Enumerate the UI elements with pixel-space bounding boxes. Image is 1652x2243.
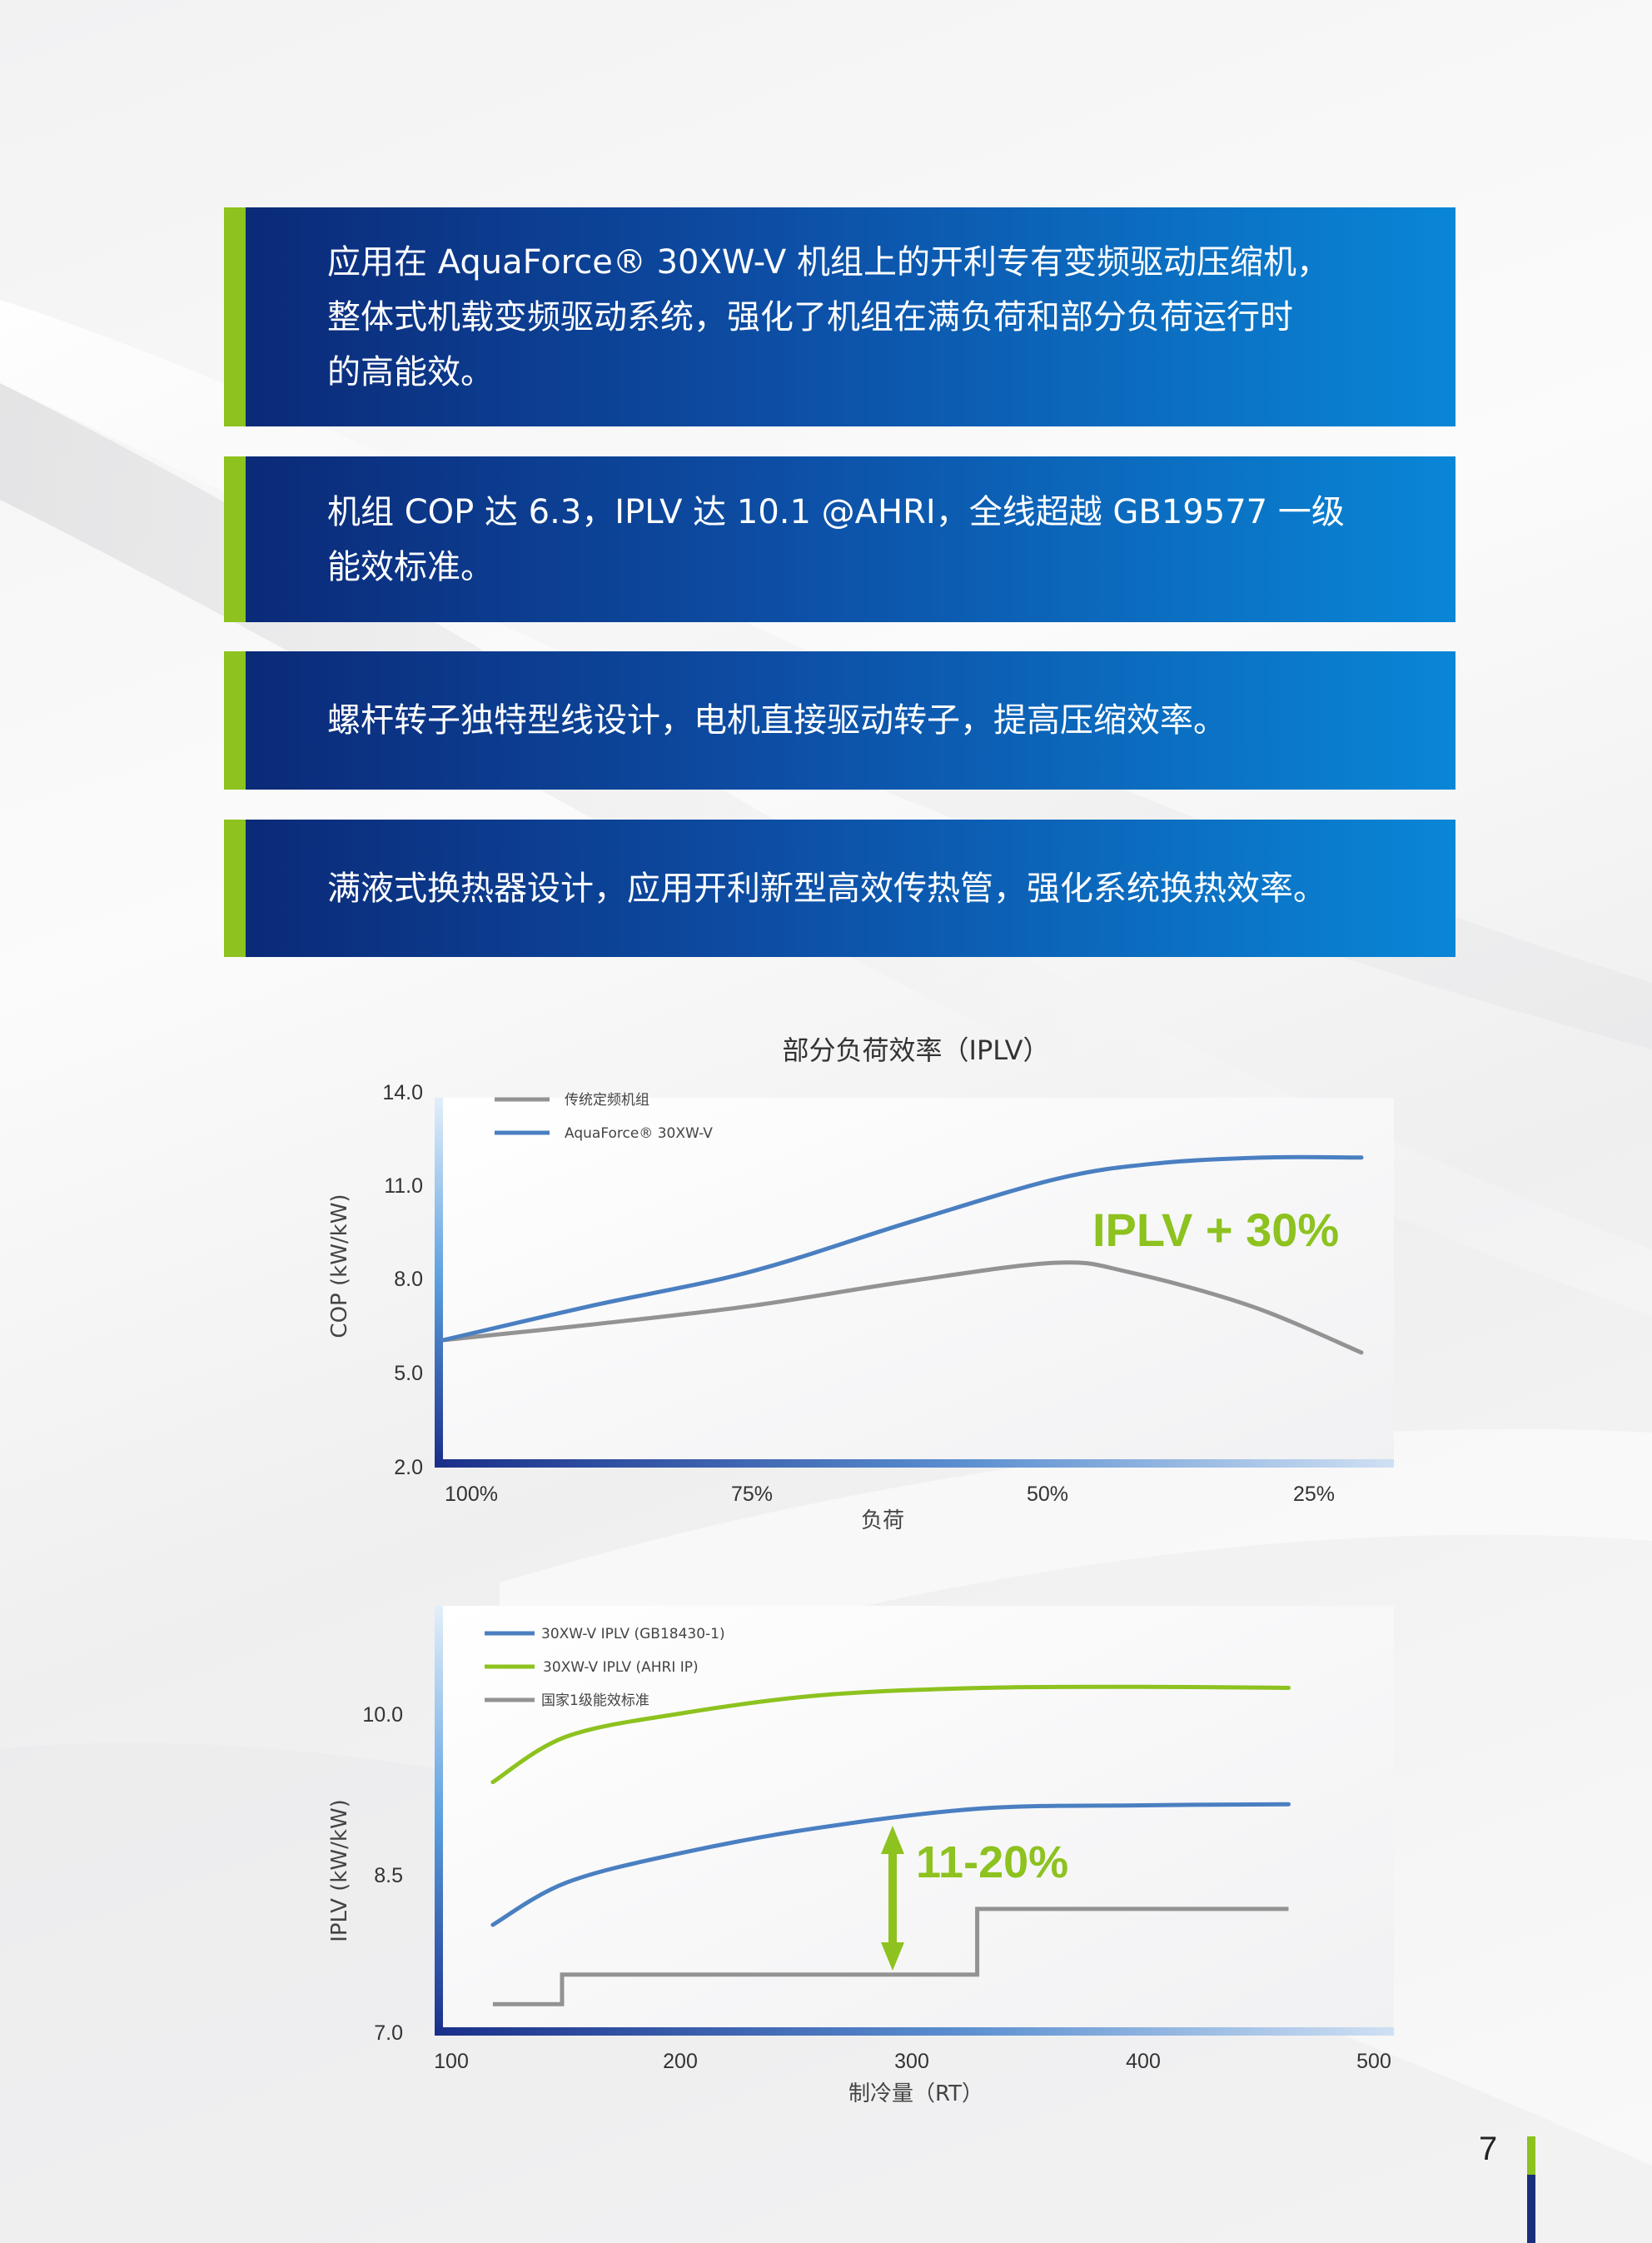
callout-11-20-percent: 11-20%	[916, 1837, 1068, 1887]
feature-box-compressor: 应用在 AquaForce® 30XW-V 机组上的开利专有变频驱动压缩机， 整…	[224, 207, 1455, 426]
legend-label: 国家1级能效标准	[541, 1692, 649, 1709]
y-tick-label: 8.0	[394, 1268, 423, 1291]
page-number: 7	[1479, 2131, 1498, 2167]
legend: 30XW-V IPLV (GB18430-1) 30XW-V IPLV (AHR…	[485, 1626, 725, 1709]
series-line-national-grade1	[492, 1907, 1289, 2006]
feature-box-heat-exchanger: 满液式换热器设计，应用开利新型高效传热管，强化系统换热效率。	[224, 820, 1455, 957]
y-tick-label: 5.0	[394, 1362, 423, 1385]
y-tick-labels: 14.0 11.0 8.0 5.0 2.0	[382, 1081, 423, 1479]
y-axis-title: COP (kW/kW)	[327, 1194, 352, 1338]
page-bar-blue	[1527, 2175, 1535, 2243]
x-tick-labels: 100 200 300 400 500	[434, 2050, 1391, 2073]
feature-text: 的高能效。	[327, 352, 494, 391]
feature-text: 能效标准。	[327, 547, 494, 586]
x-tick-label: 200	[663, 2050, 698, 2073]
x-tick-label: 300	[894, 2050, 929, 2073]
feature-text: 整体式机载变频驱动系统，强化了机组在满负荷和部分负荷运行时	[327, 297, 1293, 336]
chart-iplv-capacity: 10.0 8.5 7.0 100 200 300 400 500 制冷量（RT）…	[327, 1606, 1394, 2106]
legend-label: 30XW-V IPLV (AHRI IP)	[543, 1659, 699, 1676]
y-axis-bar	[435, 1606, 443, 2036]
x-tick-label: 400	[1126, 2050, 1161, 2073]
x-tick-label: 100%	[445, 1483, 498, 1506]
x-tick-label: 25%	[1293, 1483, 1335, 1506]
y-axis-bar	[435, 1098, 443, 1464]
feature-text: 机组 COP 达 6.3，IPLV 达 10.1 @AHRI，全线超越 GB19…	[327, 492, 1345, 531]
callout-iplv-plus-30: IPLV + 30%	[1092, 1204, 1339, 1256]
x-axis-bar	[435, 1459, 1394, 1468]
y-tick-label: 7.0	[374, 2021, 403, 2045]
x-tick-label: 75%	[731, 1483, 773, 1506]
x-axis-title: 负荷	[861, 1508, 904, 1533]
x-tick-label: 50%	[1027, 1483, 1068, 1506]
y-tick-label: 11.0	[384, 1174, 423, 1198]
feature-box-cop: 机组 COP 达 6.3，IPLV 达 10.1 @AHRI，全线超越 GB19…	[224, 456, 1455, 622]
y-tick-label: 8.5	[374, 1864, 403, 1887]
legend-label: AquaForce® 30XW-V	[565, 1125, 713, 1142]
y-tick-labels: 10.0 8.5 7.0	[362, 1703, 403, 2045]
legend-label: 传统定频机组	[565, 1092, 649, 1109]
feature-text: 满液式换热器设计，应用开利新型高效传热管，强化系统换热效率。	[327, 869, 1326, 908]
y-tick-label: 14.0	[382, 1081, 423, 1104]
series-line-ahri	[490, 1684, 1291, 1785]
y-tick-label: 10.0	[362, 1703, 403, 1727]
x-tick-labels: 100% 75% 50% 25%	[445, 1483, 1335, 1506]
legend-label: 30XW-V IPLV (GB18430-1)	[541, 1626, 725, 1642]
chart-title: 部分负荷效率（IPLV）	[783, 1034, 1050, 1066]
x-tick-label: 500	[1356, 2050, 1391, 2073]
double-arrow-gap	[881, 1826, 904, 1971]
series-line-gb18430	[490, 1802, 1291, 1927]
feature-text: 应用在 AquaForce® 30XW-V 机组上的开利专有变频驱动压缩机，	[327, 242, 1330, 282]
x-tick-label: 100	[434, 2050, 469, 2073]
feature-text: 螺杆转子独特型线设计，电机直接驱动转子，提高压缩效率。	[327, 701, 1227, 740]
x-axis-bar	[435, 2027, 1394, 2036]
arrow-head-up	[881, 1826, 904, 1854]
feature-box-rotor: 螺杆转子独特型线设计，电机直接驱动转子，提高压缩效率。	[224, 651, 1455, 790]
y-tick-label: 2.0	[394, 1456, 423, 1479]
page-bar-green	[1527, 2136, 1535, 2175]
y-axis-title: IPLV (kW/kW)	[327, 1799, 352, 1942]
legend: 传统定频机组 AquaForce® 30XW-V	[495, 1092, 713, 1142]
x-axis-title: 制冷量（RT）	[848, 2081, 983, 2106]
chart-iplv-part-load: 部分负荷效率（IPLV） 14.0 11.0 8.0 5.0 2.0 100% …	[327, 1034, 1394, 1533]
arrow-head-down	[881, 1942, 904, 1971]
series-line-aquaforce	[440, 1154, 1364, 1343]
series-line-conventional	[440, 1260, 1364, 1355]
